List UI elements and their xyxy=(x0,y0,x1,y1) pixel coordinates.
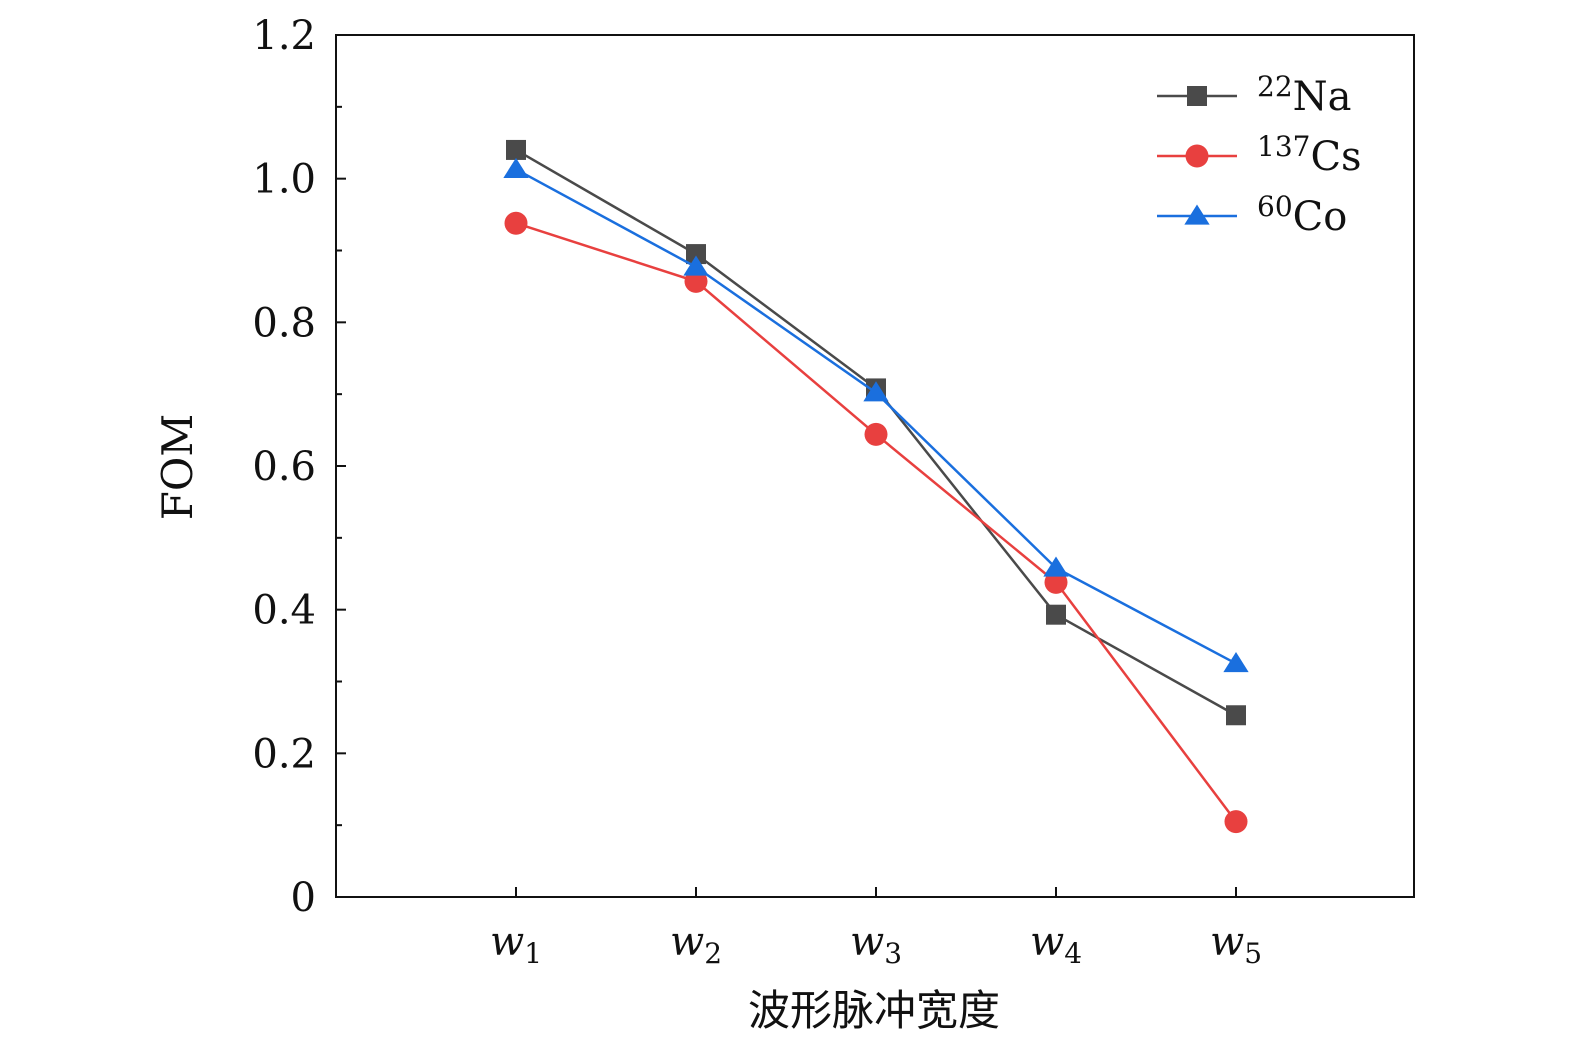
square-marker xyxy=(1046,604,1066,625)
y-tick-label: 0.2 xyxy=(252,731,316,777)
square-marker xyxy=(506,139,526,160)
triangle-marker xyxy=(1223,652,1249,673)
triangle-marker xyxy=(1184,204,1210,225)
circle-marker xyxy=(1185,144,1209,168)
circle-marker xyxy=(504,211,528,235)
x-tick-label: w3 xyxy=(850,919,902,970)
y-tick-label: 0 xyxy=(291,875,316,921)
y-tick-label: 0.8 xyxy=(252,300,316,346)
y-tick-label: 1.2 xyxy=(252,13,316,59)
legend-item: 60Co xyxy=(1157,190,1347,240)
square-marker xyxy=(1187,86,1207,106)
x-tick-label: w2 xyxy=(670,919,722,970)
triangle-marker xyxy=(1043,556,1069,577)
series-cs xyxy=(504,211,1248,834)
series-co xyxy=(503,157,1249,673)
series-line xyxy=(515,168,1237,665)
series-line xyxy=(515,222,1237,823)
triangle-marker xyxy=(503,157,529,178)
triangle-marker xyxy=(863,381,889,402)
plot-frame xyxy=(335,34,1415,898)
legend: 22Na 137Cs 60Co xyxy=(1157,70,1362,240)
legend-label: 22Na xyxy=(1257,70,1352,120)
x-tick-label: w1 xyxy=(490,919,542,970)
legend-item: 22Na xyxy=(1157,70,1352,120)
circle-marker xyxy=(1224,810,1248,834)
triangle-marker xyxy=(683,255,709,276)
y-tick-label: 0.6 xyxy=(252,444,316,490)
legend-label: 137Cs xyxy=(1257,130,1362,180)
x-tick-label: w5 xyxy=(1210,919,1262,970)
circle-marker xyxy=(864,422,888,446)
y-tick-label: 0.4 xyxy=(252,588,316,634)
y-tick-label: 1.0 xyxy=(252,157,316,203)
square-marker xyxy=(1226,705,1246,726)
x-axis-title: 波形脉冲宽度 xyxy=(748,986,1000,1035)
square-marker xyxy=(686,244,706,265)
legend-item: 137Cs xyxy=(1157,130,1362,180)
y-axis-title: FOM xyxy=(153,414,202,521)
legend-label: 60Co xyxy=(1257,190,1347,240)
x-tick-label: w4 xyxy=(1030,919,1082,970)
series-na xyxy=(506,139,1246,726)
